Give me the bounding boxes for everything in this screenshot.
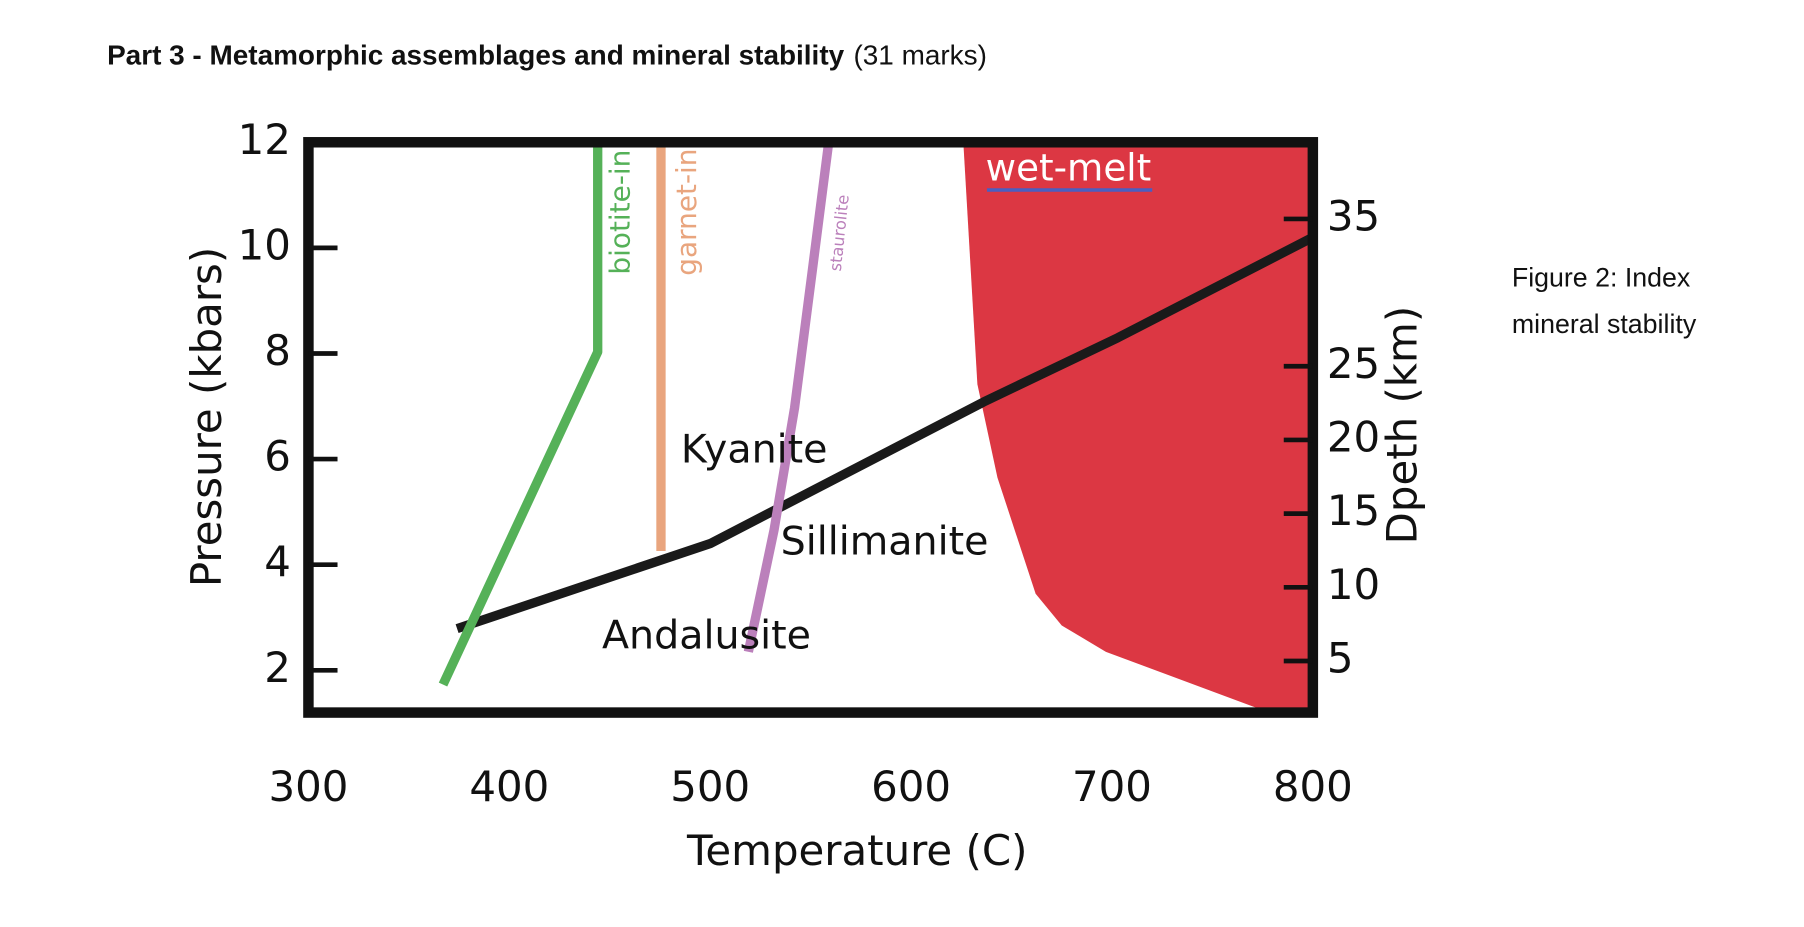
figure-caption: mineral stability [1512,309,1697,339]
y2-tick-label: 20 [1327,412,1380,461]
x-tick-label: 400 [469,762,549,811]
series-label: staurolite [826,194,853,272]
y-tick-label: 10 [238,220,291,269]
field-label: Andalusite [602,613,811,659]
series-line [743,141,834,653]
x-tick-label: 800 [1273,762,1353,811]
y-tick-label: 12 [238,115,291,164]
series-label: wet-melt [986,146,1152,190]
figure-caption: Figure 2: Index [1512,263,1691,293]
x-tick-label: 700 [1072,762,1152,811]
x-tick-label: 300 [268,762,348,811]
section-heading: Part 3 - Metamorphic assemblages and min… [107,40,987,71]
series-label: biotite-in [604,150,637,275]
x-tick-label: 600 [871,762,951,811]
chart: wet-melt biotite-in garnet-in staurolite Kya… [182,115,1426,875]
y2-axis-title: Dpeth (km) [1377,306,1426,545]
y-tick-label: 4 [264,537,291,586]
heading-marks: (31 marks) [853,40,986,71]
y-tick-label: 8 [264,326,291,375]
x-tick-label: 500 [670,762,750,811]
plot-frame [303,137,1319,718]
series-label: garnet-in [670,149,703,276]
x-axis-title: Temperature (C) [686,826,1027,875]
melt-area [963,142,1313,713]
field-label: Kyanite [681,426,828,472]
y-tick-label: 6 [264,432,291,481]
y2-tick-label: 10 [1327,560,1380,609]
y2-tick-label: 35 [1327,191,1380,240]
y2-tick-label: 25 [1327,339,1380,388]
y2-tick-label: 15 [1327,486,1380,535]
y-axis-title: Pressure (kbars) [182,247,231,587]
series-line [438,142,603,687]
y-tick-label: 2 [264,643,291,692]
y2-tick-label: 5 [1327,633,1354,682]
series-line [455,233,1315,634]
field-label: Sillimanite [781,518,989,564]
heading-title: Part 3 - Metamorphic assemblages and min… [107,40,845,71]
